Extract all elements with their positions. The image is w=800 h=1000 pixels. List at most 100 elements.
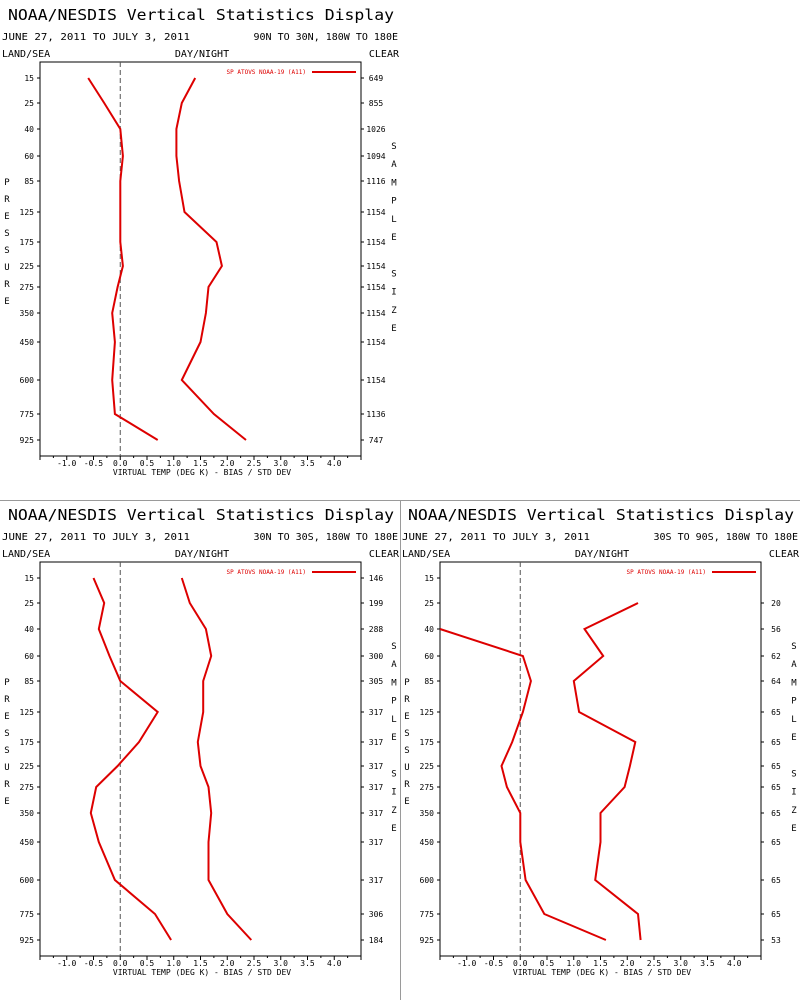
sample-size-axis-letter: S — [391, 642, 396, 652]
pressure-axis-letter: P — [4, 178, 10, 188]
sample-size-label: 56 — [771, 625, 781, 634]
pressure-axis-letter: R — [4, 280, 10, 290]
x-tick-label: 3.5 — [300, 959, 315, 968]
pressure-axis-letter: S — [404, 746, 409, 756]
sample-size-label: 65 — [771, 910, 781, 919]
x-tick-label: 2.5 — [247, 959, 262, 968]
chart-svg: NOAA/NESDIS Vertical Statistics Display J… — [2, 506, 400, 977]
pressure-axis-letter: R — [404, 695, 410, 705]
region-label: 90N TO 30N, 180W TO 180E — [254, 32, 399, 43]
pressure-level-label: 275 — [20, 283, 35, 292]
pressure-axis-letter: R — [4, 780, 10, 790]
pressure-axis-letter: R — [404, 780, 410, 790]
sample-size-axis-letter: Z — [391, 806, 397, 816]
pressure-axis-letter: S — [4, 229, 9, 239]
sample-size-label: 649 — [369, 74, 384, 83]
sample-size-label: 62 — [771, 652, 781, 661]
sample-size-axis-letter: E — [791, 824, 796, 834]
sample-size-axis-letter: E — [391, 324, 396, 334]
sample-size-axis-letter: Z — [391, 306, 397, 316]
legend-label: SP ATOVS NOAA-19 (A11) — [227, 569, 306, 576]
x-tick-label: 1.0 — [167, 459, 182, 468]
sample-size-label: 184 — [369, 936, 384, 945]
x-tick-label: 1.0 — [567, 959, 582, 968]
pressure-level-label: 85 — [24, 177, 34, 186]
chart-title: NOAA/NESDIS Vertical Statistics Display — [8, 6, 394, 24]
sample-size-axis-letter: Z — [791, 806, 797, 816]
bias-line — [89, 577, 172, 941]
sample-size-axis-letter: E — [391, 824, 396, 834]
sample-size-axis-letter: P — [391, 697, 397, 707]
x-tick-label: -1.0 — [457, 959, 476, 968]
land-sea-label: LAND/SEA — [2, 49, 50, 60]
day-night-label: DAY/NIGHT — [575, 549, 629, 560]
pressure-level-label: 25 — [24, 599, 34, 608]
sample-size-label: 64 — [771, 677, 781, 686]
sample-size-axis-letter: A — [791, 660, 797, 670]
sample-size-label: 65 — [771, 708, 781, 717]
sample-size-label: 1154 — [366, 376, 385, 385]
sample-size-axis-letter: P — [391, 197, 397, 207]
panel-south: NOAA/NESDIS Vertical Statistics Display J… — [400, 500, 800, 1000]
pressure-level-label: 925 — [20, 936, 35, 945]
sample-size-label: 317 — [369, 738, 384, 747]
pressure-level-label: 925 — [20, 436, 35, 445]
sample-size-label: 1154 — [366, 262, 385, 271]
x-tick-label: 0.0 — [513, 959, 528, 968]
sample-size-axis-letter: E — [391, 233, 396, 243]
date-range: JUNE 27, 2011 TO JULY 3, 2011 — [2, 532, 190, 543]
pressure-level-label: 450 — [20, 338, 35, 347]
x-tick-label: 2.0 — [220, 459, 235, 468]
sample-size-axis-letter: P — [791, 697, 797, 707]
pressure-level-label: 450 — [20, 838, 35, 847]
pressure-axis-letter: P — [404, 678, 410, 688]
horizontal-divider — [0, 500, 800, 501]
x-tick-label: 4.0 — [727, 959, 742, 968]
sample-size-axis-letter: M — [391, 178, 397, 188]
pressure-level-label: 40 — [424, 625, 434, 634]
x-tick-label: 1.5 — [193, 459, 208, 468]
pressure-level-label: 85 — [424, 677, 434, 686]
land-sea-label: LAND/SEA — [2, 549, 50, 560]
pressure-level-label: 600 — [20, 876, 35, 885]
x-tick-label: -1.0 — [57, 959, 76, 968]
pressure-axis-letter: S — [4, 746, 9, 756]
pressure-level-label: 125 — [420, 708, 435, 717]
sample-size-axis-letter: I — [391, 788, 396, 798]
sample-size-axis-letter: I — [391, 288, 396, 298]
x-tick-label: 2.0 — [220, 959, 235, 968]
pressure-axis-letter: S — [404, 729, 409, 739]
pressure-axis-letter: P — [4, 678, 10, 688]
sample-size-label: 65 — [771, 738, 781, 747]
sample-size-label: 317 — [369, 783, 384, 792]
sample-size-axis-letter: A — [391, 160, 397, 170]
x-tick-label: 3.5 — [700, 959, 715, 968]
pressure-level-label: 350 — [420, 809, 435, 818]
day-night-label: DAY/NIGHT — [175, 49, 229, 60]
pressure-level-label: 450 — [420, 838, 435, 847]
x-tick-label: 3.5 — [300, 459, 315, 468]
pressure-level-label: 225 — [20, 762, 35, 771]
sample-size-axis-letter: S — [791, 642, 796, 652]
pressure-level-label: 275 — [20, 783, 35, 792]
x-tick-label: 1.0 — [167, 959, 182, 968]
std_dev-line — [175, 77, 247, 441]
date-range: JUNE 27, 2011 TO JULY 3, 2011 — [402, 532, 590, 543]
pressure-level-label: 40 — [24, 625, 34, 634]
x-tick-label: 0.5 — [540, 959, 555, 968]
x-tick-label: 1.5 — [593, 959, 608, 968]
sample-size-label: 1026 — [366, 125, 385, 134]
bias-line — [439, 628, 607, 941]
sample-size-label: 65 — [771, 809, 781, 818]
pressure-level-label: 25 — [24, 99, 34, 108]
sample-size-label: 317 — [369, 838, 384, 847]
pressure-axis-letter: R — [4, 195, 10, 205]
pressure-level-label: 125 — [20, 208, 35, 217]
sample-size-label: 317 — [369, 708, 384, 717]
x-tick-label: 1.5 — [193, 959, 208, 968]
sample-size-label: 65 — [771, 838, 781, 847]
x-tick-label: 3.0 — [674, 959, 689, 968]
pressure-level-label: 60 — [424, 652, 434, 661]
sample-size-label: 1116 — [366, 177, 385, 186]
x-tick-label: 2.5 — [247, 459, 262, 468]
